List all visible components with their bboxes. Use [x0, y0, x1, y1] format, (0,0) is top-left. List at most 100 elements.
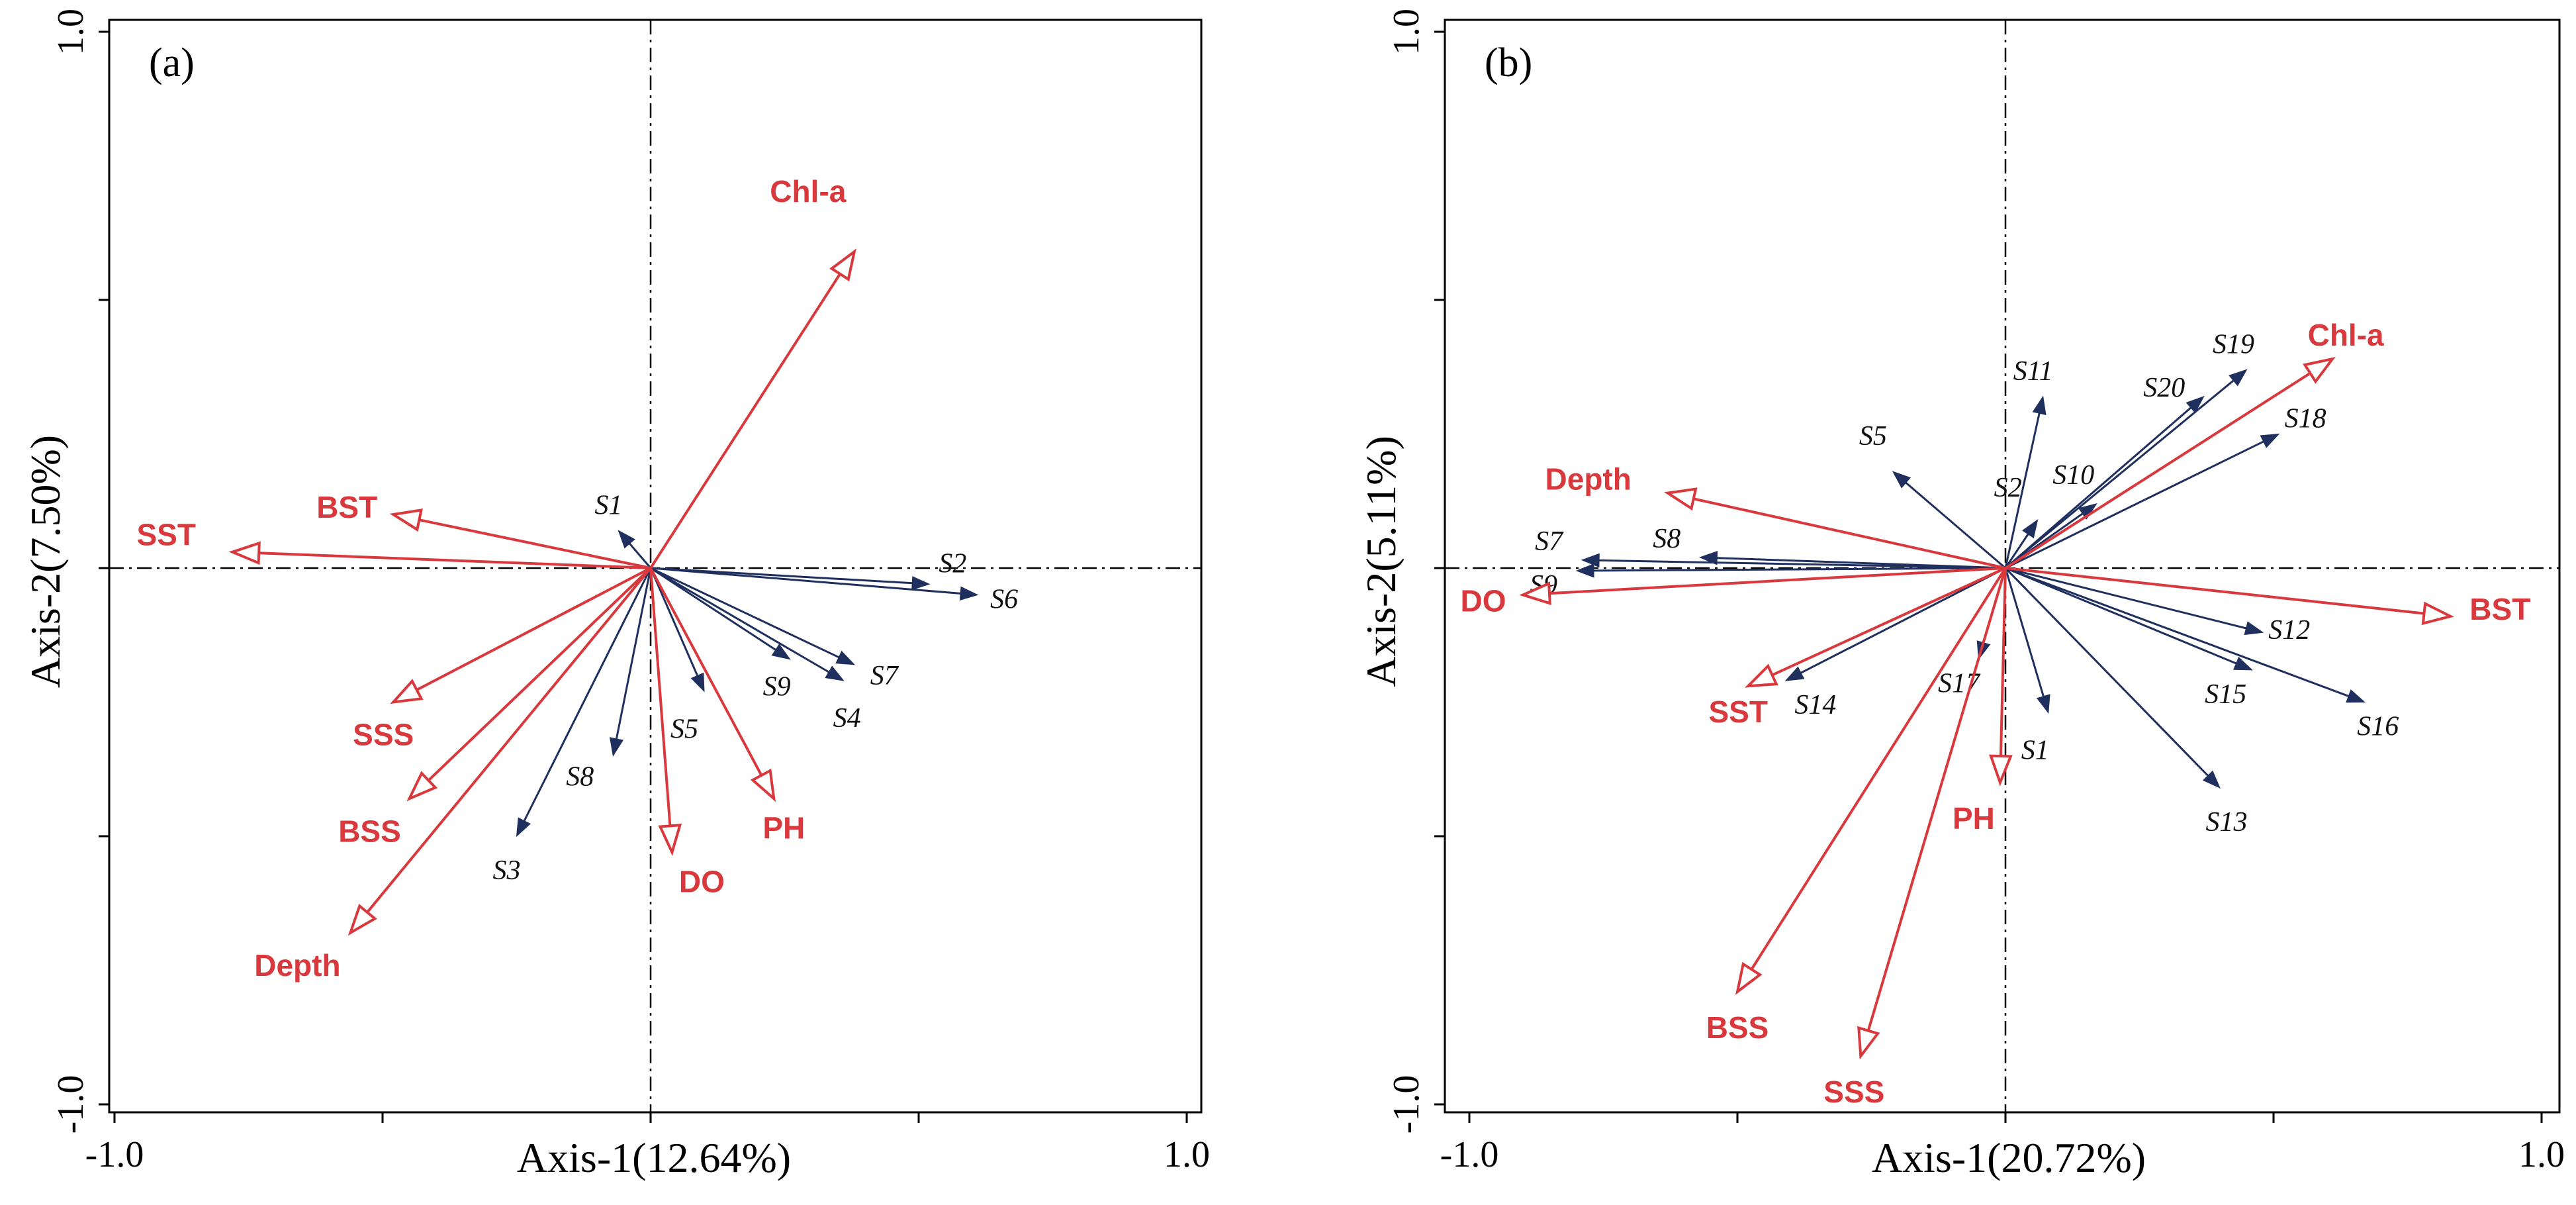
species-arrowhead-s18 — [2260, 433, 2280, 448]
species-label-s16: S16 — [2357, 712, 2399, 742]
panel-a: -1.0 1.0 1.0 -1.0 Axis-1(12.64%) Axis-2(7.50%… — [22, 9, 1210, 1181]
x-tick-label-max: 1.0 — [2518, 1134, 2565, 1175]
panel-label: (a) — [149, 40, 195, 85]
species-arrowhead-s12 — [2244, 621, 2264, 636]
species-arrowhead-s8 — [609, 737, 624, 757]
env-arrowhead-chl-a — [829, 248, 856, 282]
env-vector-bss — [1750, 567, 2007, 971]
y-tick-label-max: 1.0 — [1386, 9, 1427, 55]
species-vector-s2 — [2004, 533, 2029, 569]
species-arrowhead-s7 — [1581, 553, 1600, 568]
env-arrowhead-bss — [406, 771, 438, 802]
species-label-s14: S14 — [1794, 690, 1836, 720]
x-tick-label-max: 1.0 — [1164, 1134, 1210, 1175]
env-label-ph: PH — [1953, 801, 1995, 836]
env-arrowhead-sss — [1857, 1026, 1880, 1060]
env-vector-ph — [1999, 567, 2007, 757]
env-vector-ph — [649, 567, 763, 776]
env-label-bss: BSS — [338, 814, 401, 848]
env-vector-depth — [366, 567, 652, 914]
species-vector-s7 — [650, 567, 839, 659]
species-label-s2: S2 — [1994, 473, 2022, 503]
species-label-s7: S7 — [1535, 526, 1564, 557]
panel-b: -1.0 1.0 1.0 -1.0 Axis-1(20.72%) Axis-2(5.11%… — [1357, 9, 2565, 1181]
species-arrowhead-s11 — [2032, 395, 2047, 415]
species-arrowhead-s3 — [516, 817, 531, 838]
species-arrowhead-s7 — [835, 650, 856, 665]
env-vector-chl-a — [2004, 371, 2311, 569]
species-label-s10: S10 — [2052, 460, 2094, 491]
species-label-s5: S5 — [670, 714, 698, 744]
species-vector-s4 — [650, 567, 829, 673]
species-arrowhead-s8 — [1698, 551, 1718, 565]
env-arrowhead-depth — [347, 904, 377, 936]
y-tick-label-min: -1.0 — [50, 1075, 91, 1134]
species-vector-s20 — [2005, 407, 2192, 569]
species-vector-s1 — [629, 543, 652, 569]
env-vector-bss — [428, 567, 652, 782]
species-vector-s18 — [2005, 440, 2264, 569]
env-arrowhead-do — [1519, 581, 1551, 606]
species-label-s15: S15 — [2205, 679, 2246, 710]
env-vector-depth — [1693, 497, 2006, 569]
species-vector-s14 — [1800, 567, 2006, 674]
env-vector-sst — [1771, 567, 2006, 677]
species-vector-s7 — [1599, 559, 2006, 569]
species-label-s20: S20 — [2143, 373, 2185, 403]
species-label-s6: S6 — [990, 585, 1018, 615]
species-label-s8: S8 — [1653, 524, 1680, 554]
env-label-sst: SST — [136, 518, 195, 552]
env-arrowhead-bss — [1735, 961, 1763, 995]
species-arrowhead-s2 — [911, 576, 931, 591]
y-axis-title: Axis-2(7.50%) — [22, 435, 69, 688]
env-arrowhead-sss — [390, 679, 424, 704]
env-arrowhead-ph — [750, 768, 776, 802]
species-arrowhead-s1 — [2036, 694, 2050, 714]
env-vector-bst — [418, 518, 651, 569]
species-vector-s13 — [2004, 567, 2209, 777]
plot-frame — [1444, 19, 2561, 1114]
species-arrowhead-s20 — [2185, 395, 2205, 414]
env-label-sst: SST — [1708, 695, 1767, 729]
y-axis-title: Axis-2(5.11%) — [1357, 436, 1404, 687]
env-label-depth: Depth — [1545, 462, 1632, 497]
species-label-s2: S2 — [939, 548, 966, 579]
species-vector-s11 — [2004, 412, 2041, 569]
env-vector-chl-a — [649, 273, 841, 569]
env-vector-sst — [259, 552, 651, 569]
species-vector-s8 — [615, 567, 652, 740]
species-arrowhead-s2 — [2021, 518, 2039, 539]
species-label-s1: S1 — [594, 490, 622, 520]
species-label-s12: S12 — [2268, 615, 2310, 646]
env-label-depth: Depth — [254, 948, 340, 983]
species-vector-s5 — [649, 567, 699, 677]
env-vector-sss — [1866, 567, 2007, 1032]
env-label-sss: SSS — [1823, 1075, 1884, 1109]
env-label-chl-a: Chl-a — [2308, 318, 2384, 352]
env-arrowhead-bst — [2421, 601, 2454, 626]
species-label-s18: S18 — [2285, 404, 2326, 434]
species-vector-s6 — [650, 567, 961, 595]
env-arrowhead-sst — [228, 541, 261, 565]
species-vector-s2 — [650, 567, 913, 585]
env-label-chl-a: Chl-a — [770, 174, 846, 209]
env-vector-bst — [2005, 567, 2424, 615]
species-arrowhead-s9 — [771, 644, 791, 660]
species-vector-s1 — [2004, 567, 2045, 697]
x-axis-title: Axis-1(12.64%) — [517, 1134, 791, 1181]
species-arrowhead-s14 — [1784, 666, 1805, 681]
env-arrowhead-bst — [389, 508, 423, 532]
env-label-bss: BSS — [1706, 1010, 1769, 1045]
species-label-s9: S9 — [763, 672, 791, 702]
env-vector-do — [1549, 567, 2006, 595]
species-label-s8: S8 — [566, 762, 594, 793]
species-vector-s15 — [2005, 567, 2237, 665]
plot-frame — [108, 19, 1203, 1114]
species-label-s7: S7 — [870, 661, 899, 691]
species-vector-s9 — [650, 567, 776, 651]
env-vector-do — [649, 567, 672, 826]
species-label-s19: S19 — [2213, 329, 2254, 360]
species-arrowhead-s9 — [1575, 563, 1594, 578]
env-label-ph: PH — [762, 810, 805, 845]
species-arrowhead-s13 — [2202, 770, 2221, 789]
